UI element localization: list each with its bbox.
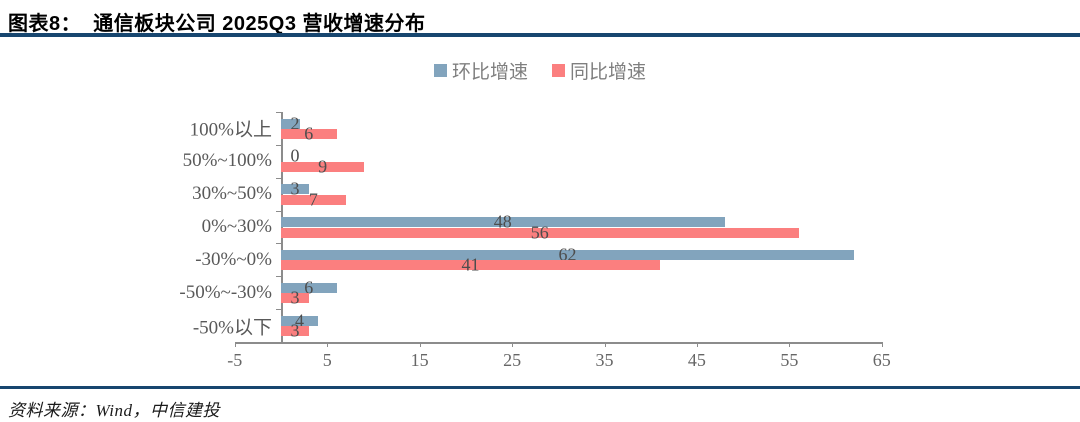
x-axis-tick-label: 45	[687, 350, 706, 370]
bar-yoy	[281, 194, 346, 205]
bar-value-label: 6	[304, 277, 314, 298]
bar-value-label: 3	[290, 287, 300, 308]
footer-rule	[0, 386, 1080, 389]
bar-qoq	[281, 315, 318, 326]
bar-yoy	[281, 326, 309, 337]
x-axis-tick-label: 55	[780, 350, 799, 370]
bar-value-label: 3	[290, 320, 300, 341]
bar-value-label: 6	[304, 123, 314, 144]
legend-label-qoq: 环比增速	[451, 62, 528, 83]
bar-yoy	[281, 161, 365, 172]
x-axis-line	[234, 342, 883, 344]
x-axis-tick	[881, 342, 883, 347]
category-label: 30%~50%	[192, 183, 272, 205]
legend-swatch-red-icon	[552, 64, 565, 77]
bar-value-label: 3	[290, 178, 300, 199]
source-note: 资料来源：Wind，中信建投	[8, 401, 220, 420]
y-axis-tick	[276, 112, 281, 113]
bar-value-label: 0	[290, 145, 300, 166]
bar-qoq	[281, 118, 300, 129]
y-axis-tick	[276, 276, 281, 278]
x-axis-tick	[419, 342, 421, 347]
x-axis-tick	[604, 342, 606, 347]
bar-qoq	[281, 217, 725, 228]
x-axis-tick-label: 35	[595, 350, 614, 370]
x-axis-tick-label: 25	[503, 350, 522, 370]
bar-qoq	[281, 282, 337, 293]
category-label: 50%~100%	[182, 150, 272, 172]
bar-qoq	[281, 184, 309, 195]
bar-value-label: 62	[558, 244, 577, 265]
x-axis-tick-label: -5	[227, 350, 243, 370]
category-label: 0%~30%	[201, 216, 272, 237]
y-axis-tick	[276, 342, 281, 343]
x-axis-tick-label: 15	[410, 350, 429, 370]
legend-item-qoq: 环比增速	[433, 57, 528, 84]
figure-title: 图表8： 通信板块公司 2025Q3 营收增速分布	[8, 13, 426, 35]
title-underline-rule	[0, 33, 1080, 37]
y-axis-tick	[276, 309, 281, 311]
legend-label-yoy: 同比增速	[570, 62, 647, 83]
legend-item-yoy: 同比增速	[552, 57, 646, 84]
bar-value-label: 4	[295, 310, 304, 331]
category-label: -50%~-30%	[179, 281, 272, 303]
x-axis-tick	[512, 342, 514, 347]
x-axis-tick	[327, 342, 329, 347]
y-axis-tick	[276, 144, 281, 146]
bar-value-label: 41	[461, 254, 480, 275]
bar-qoq	[281, 249, 855, 260]
chart-legend: 环比增速 同比增速	[0, 57, 1080, 84]
y-axis-tick	[276, 210, 281, 212]
category-label: -30%~0%	[195, 248, 272, 270]
bar-yoy	[281, 227, 799, 238]
x-axis-tick-label: 5	[322, 350, 332, 370]
legend-swatch-blue-icon	[433, 64, 447, 77]
category-label: -50%以下	[192, 317, 272, 339]
bar-value-label: 2	[290, 113, 300, 133]
bar-value-label: 9	[318, 156, 328, 177]
bar-yoy	[281, 260, 660, 271]
x-axis-tick	[696, 342, 698, 347]
x-axis-tick	[234, 342, 236, 347]
x-axis-tick	[789, 342, 791, 347]
x-axis-tick-label: 65	[872, 350, 891, 370]
y-axis-tick	[276, 243, 281, 245]
bar-yoy	[281, 129, 337, 139]
bar-value-label: 48	[493, 211, 512, 232]
bar-value-label: 7	[308, 189, 318, 210]
category-label: 100%以上	[189, 119, 272, 141]
bar-value-label: 56	[530, 222, 549, 243]
bar-yoy	[281, 293, 309, 304]
y-axis-tick	[276, 177, 281, 179]
